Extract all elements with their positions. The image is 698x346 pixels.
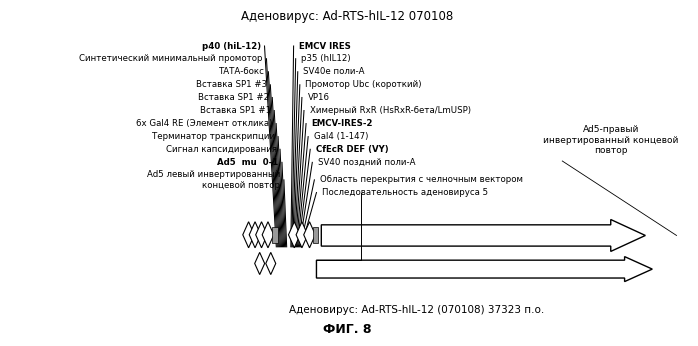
Text: ФИГ. 8: ФИГ. 8 [323, 323, 372, 336]
Polygon shape [262, 222, 274, 248]
Text: SV40e поли-А: SV40e поли-А [304, 67, 365, 76]
Text: Вставка SP1 #1: Вставка SP1 #1 [200, 106, 271, 115]
Text: ТАТА-бокс: ТАТА-бокс [219, 67, 265, 76]
Text: Ad5  mu  0-1: Ad5 mu 0-1 [217, 158, 279, 167]
Text: Область перекрытия с челночным вектором: Область перекрытия с челночным вектором [320, 175, 523, 184]
Text: Сигнал капсидирования: Сигнал капсидирования [165, 145, 276, 154]
Text: EMCV-IRES-2: EMCV-IRES-2 [311, 119, 373, 128]
Polygon shape [296, 222, 308, 248]
Text: Gal4 (1-147): Gal4 (1-147) [313, 132, 368, 141]
FancyArrow shape [316, 257, 653, 282]
FancyArrow shape [321, 219, 646, 252]
Polygon shape [255, 252, 265, 275]
Bar [313, 227, 318, 243]
Text: Вставка SP1 #3: Вставка SP1 #3 [195, 80, 267, 89]
Text: Промотор Ubc (короткий): Промотор Ubc (короткий) [305, 80, 422, 89]
Polygon shape [255, 222, 267, 248]
Text: Аденовирус: Ad-RTS-hIL-12 (070108) 37323 п.о.: Аденовирус: Ad-RTS-hIL-12 (070108) 37323… [289, 305, 544, 315]
Text: Химерный RxR (HsRxR-бета/LmUSP): Химерный RxR (HsRxR-бета/LmUSP) [309, 106, 470, 115]
Polygon shape [249, 222, 261, 248]
Text: SV40 поздний поли-А: SV40 поздний поли-А [318, 158, 415, 167]
Bar [272, 227, 279, 243]
Polygon shape [304, 222, 315, 248]
Text: 6x Gal4 RE (Элемент отклика): 6x Gal4 RE (Элемент отклика) [136, 119, 273, 128]
Text: Ad5 левый инвертированный
концевой повтор: Ad5 левый инвертированный концевой повто… [147, 170, 281, 190]
Text: Терминатор транскрипции: Терминатор транскрипции [151, 132, 274, 141]
Polygon shape [266, 252, 276, 275]
Text: Вставка SP1 #2: Вставка SP1 #2 [198, 93, 269, 102]
Text: p35 (hIL12): p35 (hIL12) [302, 54, 351, 63]
Text: EMCV IRES: EMCV IRES [299, 42, 351, 51]
Text: CfEcR DEF (VY): CfEcR DEF (VY) [315, 145, 388, 154]
Text: VP16: VP16 [307, 93, 329, 102]
Text: p40 (hiL-12): p40 (hiL-12) [202, 42, 261, 51]
Text: Синтетический минимальный промотор: Синтетический минимальный промотор [80, 54, 263, 63]
Polygon shape [243, 222, 254, 248]
Text: Последовательность аденовируса 5: Последовательность аденовируса 5 [322, 188, 488, 197]
Text: Аденовирус: Ad-RTS-hIL-12 070108: Аденовирус: Ad-RTS-hIL-12 070108 [242, 10, 454, 23]
Polygon shape [288, 222, 300, 248]
Text: Ad5-правый
инвертированный концевой
повтор: Ad5-правый инвертированный концевой повт… [543, 126, 678, 155]
